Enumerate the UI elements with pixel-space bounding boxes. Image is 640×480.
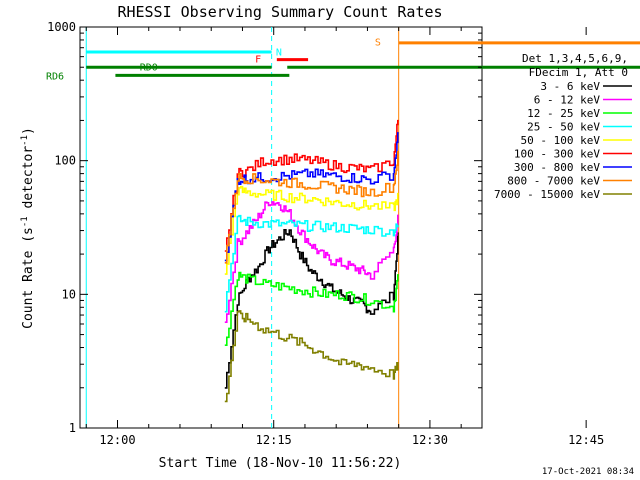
series-3 bbox=[224, 271, 399, 346]
series-9 bbox=[224, 310, 399, 403]
y-axis-label: Count Rate (s-1 detector-1) bbox=[20, 127, 36, 329]
y-axis-label-part: ) bbox=[21, 127, 36, 135]
legend-entry-label: 7000 - 15000 keV bbox=[494, 188, 600, 201]
legend-entry-label: 50 - 100 keV bbox=[521, 134, 601, 147]
legend-entry-label: 6 - 12 keV bbox=[534, 94, 601, 107]
x-tick-label: 12:45 bbox=[568, 433, 604, 447]
series-8 bbox=[224, 150, 399, 264]
series-group bbox=[224, 119, 399, 403]
series-2 bbox=[224, 201, 399, 323]
series-1 bbox=[224, 229, 399, 389]
chart-title: RHESSI Observing Summary Count Rates bbox=[117, 3, 442, 21]
flag-bar-label: F bbox=[255, 55, 261, 66]
legend-entry-label: 25 - 50 keV bbox=[527, 121, 600, 134]
series-4 bbox=[224, 214, 399, 313]
flag-bar-label: S bbox=[375, 37, 381, 48]
legend-entry-label: 300 - 800 keV bbox=[514, 161, 600, 174]
legend-entry-label: 3 - 6 keV bbox=[540, 80, 600, 93]
series-line bbox=[224, 271, 399, 346]
legend-header-detectors: Det 1,3,4,5,6,9, bbox=[522, 52, 628, 65]
flag-bar-label: N bbox=[276, 48, 282, 59]
y-axis-label-part: detector bbox=[21, 146, 36, 217]
x-axis-label: Start Time (18-Nov-10 11:56:22) bbox=[159, 456, 402, 471]
x-tick-label: 12:00 bbox=[99, 433, 135, 447]
y-axis-label-sup: -1 bbox=[20, 216, 30, 227]
series-line bbox=[224, 214, 399, 313]
legend-header-decimation: FDecim 1, Att 0 bbox=[529, 66, 628, 79]
x-tick-label: 12:30 bbox=[412, 433, 448, 447]
y-tick-label: 10 bbox=[62, 287, 76, 301]
flag-bar-label: RD0 bbox=[140, 63, 158, 74]
y-axis-label-part: Count Rate (s bbox=[21, 227, 36, 329]
legend: Det 1,3,4,5,6,9, FDecim 1, Att 0 3 - 6 k… bbox=[494, 52, 632, 201]
y-tick-label: 1000 bbox=[47, 20, 76, 34]
legend-entry-label: 12 - 25 keV bbox=[527, 107, 600, 120]
series-line bbox=[224, 132, 399, 262]
timestamp: 17-Oct-2021 08:34 bbox=[542, 467, 634, 477]
series-line bbox=[224, 201, 399, 323]
flag-bars: N S F RD0 RD6 bbox=[46, 37, 640, 82]
series-line bbox=[224, 119, 399, 252]
series-line bbox=[224, 310, 399, 403]
series-line bbox=[224, 229, 399, 389]
y-tick-label: 1 bbox=[69, 421, 76, 435]
series-line bbox=[224, 185, 399, 275]
legend-entry-label: 100 - 300 keV bbox=[514, 148, 600, 161]
y-tick-label: 100 bbox=[54, 154, 76, 168]
y-axis-label-sup: -1 bbox=[20, 135, 30, 146]
flag-bar-label: RD6 bbox=[46, 71, 64, 82]
plot-frame bbox=[79, 26, 483, 429]
y-axis-ticks: 1 10 100 1000 bbox=[47, 20, 482, 435]
series-6 bbox=[224, 119, 399, 252]
x-tick-label: 12:15 bbox=[256, 433, 292, 447]
legend-entry-label: 800 - 7000 keV bbox=[507, 175, 600, 188]
series-5 bbox=[224, 185, 399, 275]
series-line bbox=[224, 150, 399, 264]
